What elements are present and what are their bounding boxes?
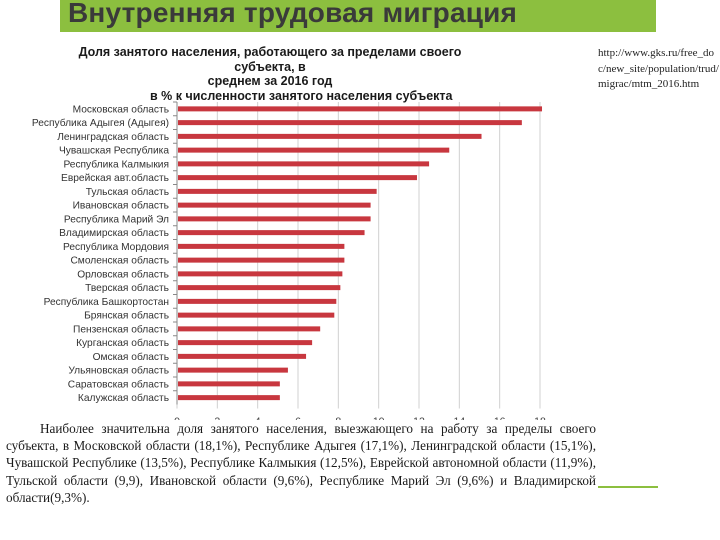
category-label: Ульяновская область xyxy=(68,365,169,377)
bar xyxy=(178,257,345,263)
x-tick-label: 10 xyxy=(373,416,385,421)
bar xyxy=(178,202,371,208)
category-label: Ленинградская область xyxy=(57,131,169,143)
bar xyxy=(178,243,345,249)
bar xyxy=(178,120,522,126)
x-tick-label: 14 xyxy=(453,416,465,421)
category-label: Калужская область xyxy=(78,392,169,404)
x-tick-label: 0 xyxy=(174,416,180,421)
category-label: Владимирская область xyxy=(59,227,169,239)
source-link[interactable]: http://www.gks.ru/free_doc/new_site/popu… xyxy=(598,47,719,90)
category-label: Курганская область xyxy=(76,337,169,349)
bar xyxy=(178,285,341,291)
chart-title-line-1: Доля занятого населения, работающего за … xyxy=(78,45,462,74)
category-label: Еврейская авт.область xyxy=(61,172,169,184)
bar xyxy=(178,188,377,194)
category-label: Московская область xyxy=(73,103,169,115)
bar xyxy=(178,271,343,277)
x-tick-label: 4 xyxy=(255,416,261,421)
bar xyxy=(178,133,482,139)
category-label: Чувашская Республика xyxy=(59,145,169,157)
bar xyxy=(178,216,371,222)
chart-title-line-2: среднем за 2016 год xyxy=(207,74,333,88)
bar xyxy=(178,326,321,332)
category-label: Брянская область xyxy=(84,310,169,322)
category-label: Смоленская область xyxy=(70,255,169,267)
bar xyxy=(178,175,417,181)
slide-title: Внутренняя трудовая миграция xyxy=(68,0,518,28)
category-label: Саратовская область xyxy=(68,378,169,390)
x-tick-label: 12 xyxy=(413,416,425,421)
category-label: Пензенская область xyxy=(73,323,169,335)
bar xyxy=(178,381,280,387)
category-label: Ивановская область xyxy=(73,200,169,212)
category-label: Республика Мордовия xyxy=(63,241,169,253)
category-label: Тверская область xyxy=(85,282,169,294)
x-tick-label: 18 xyxy=(534,416,546,421)
bar xyxy=(178,161,430,167)
accent-line xyxy=(598,486,658,488)
category-label: Республика Башкортостан xyxy=(44,296,169,308)
bar xyxy=(178,298,337,304)
chart-title: Доля занятого населения, работающего за … xyxy=(60,45,480,103)
category-label: Тульская область xyxy=(86,186,169,198)
summary-paragraph: Наиболее значительна доля занятого насел… xyxy=(6,420,596,506)
x-tick-label: 8 xyxy=(335,416,341,421)
category-label: Республика Адыгея (Адыгея) xyxy=(32,117,169,129)
chart-title-line-3: в % к численности занятого населения суб… xyxy=(150,88,453,103)
category-label: Республика Марий Эл xyxy=(64,213,169,225)
bar xyxy=(178,312,335,318)
category-label: Омская область xyxy=(93,351,169,363)
bar xyxy=(178,340,313,346)
x-tick-label: 2 xyxy=(214,416,220,421)
bar-chart: 0 2 4 6 8 10 12 14 16 18 Московская область Республ… xyxy=(32,101,546,421)
bar xyxy=(178,106,543,112)
title-accent-bar xyxy=(60,0,656,32)
category-label: Республика Калмыкия xyxy=(63,158,169,170)
summary-text: Наиболее значительна доля занятого насел… xyxy=(6,421,596,505)
category-label: Орловская область xyxy=(77,268,169,280)
x-tick-label: 16 xyxy=(494,416,506,421)
bar xyxy=(178,147,450,153)
x-tick-label: 6 xyxy=(295,416,301,421)
bar xyxy=(178,395,280,401)
bar xyxy=(178,367,288,373)
bar xyxy=(178,230,365,236)
bar xyxy=(178,353,307,359)
